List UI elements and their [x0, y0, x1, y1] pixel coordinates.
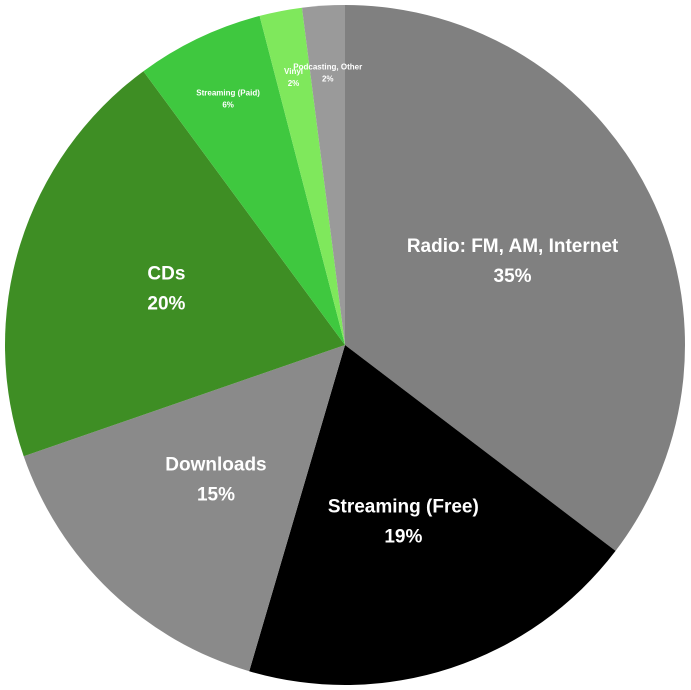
slice-value-label: 2% — [288, 79, 300, 88]
slice-label: Streaming (Paid) — [196, 89, 260, 98]
pie-slice — [301, 5, 345, 345]
slice-value-label: 15% — [197, 484, 235, 505]
slice-label: Streaming (Free) — [328, 497, 479, 518]
pie-slice — [4, 71, 345, 457]
slice-value-label: 20% — [147, 293, 185, 314]
slice-label: Downloads — [165, 454, 266, 475]
slice-label: Radio: FM, AM, Internet — [407, 236, 619, 257]
pie-slice — [143, 15, 345, 346]
slice-value-label: 6% — [222, 101, 234, 110]
slice-label: Vinyl — [284, 67, 303, 76]
slice-label: Podcasting, Other — [293, 63, 362, 72]
slice-label: CDs — [147, 263, 185, 284]
pie-slice — [345, 5, 686, 551]
slice-value-label: 19% — [384, 527, 422, 548]
slice-value-label: 2% — [322, 75, 334, 84]
pie-slice — [249, 345, 616, 685]
pie-slice — [23, 345, 346, 672]
pie-slice — [259, 7, 345, 346]
slice-value-label: 35% — [494, 266, 532, 287]
